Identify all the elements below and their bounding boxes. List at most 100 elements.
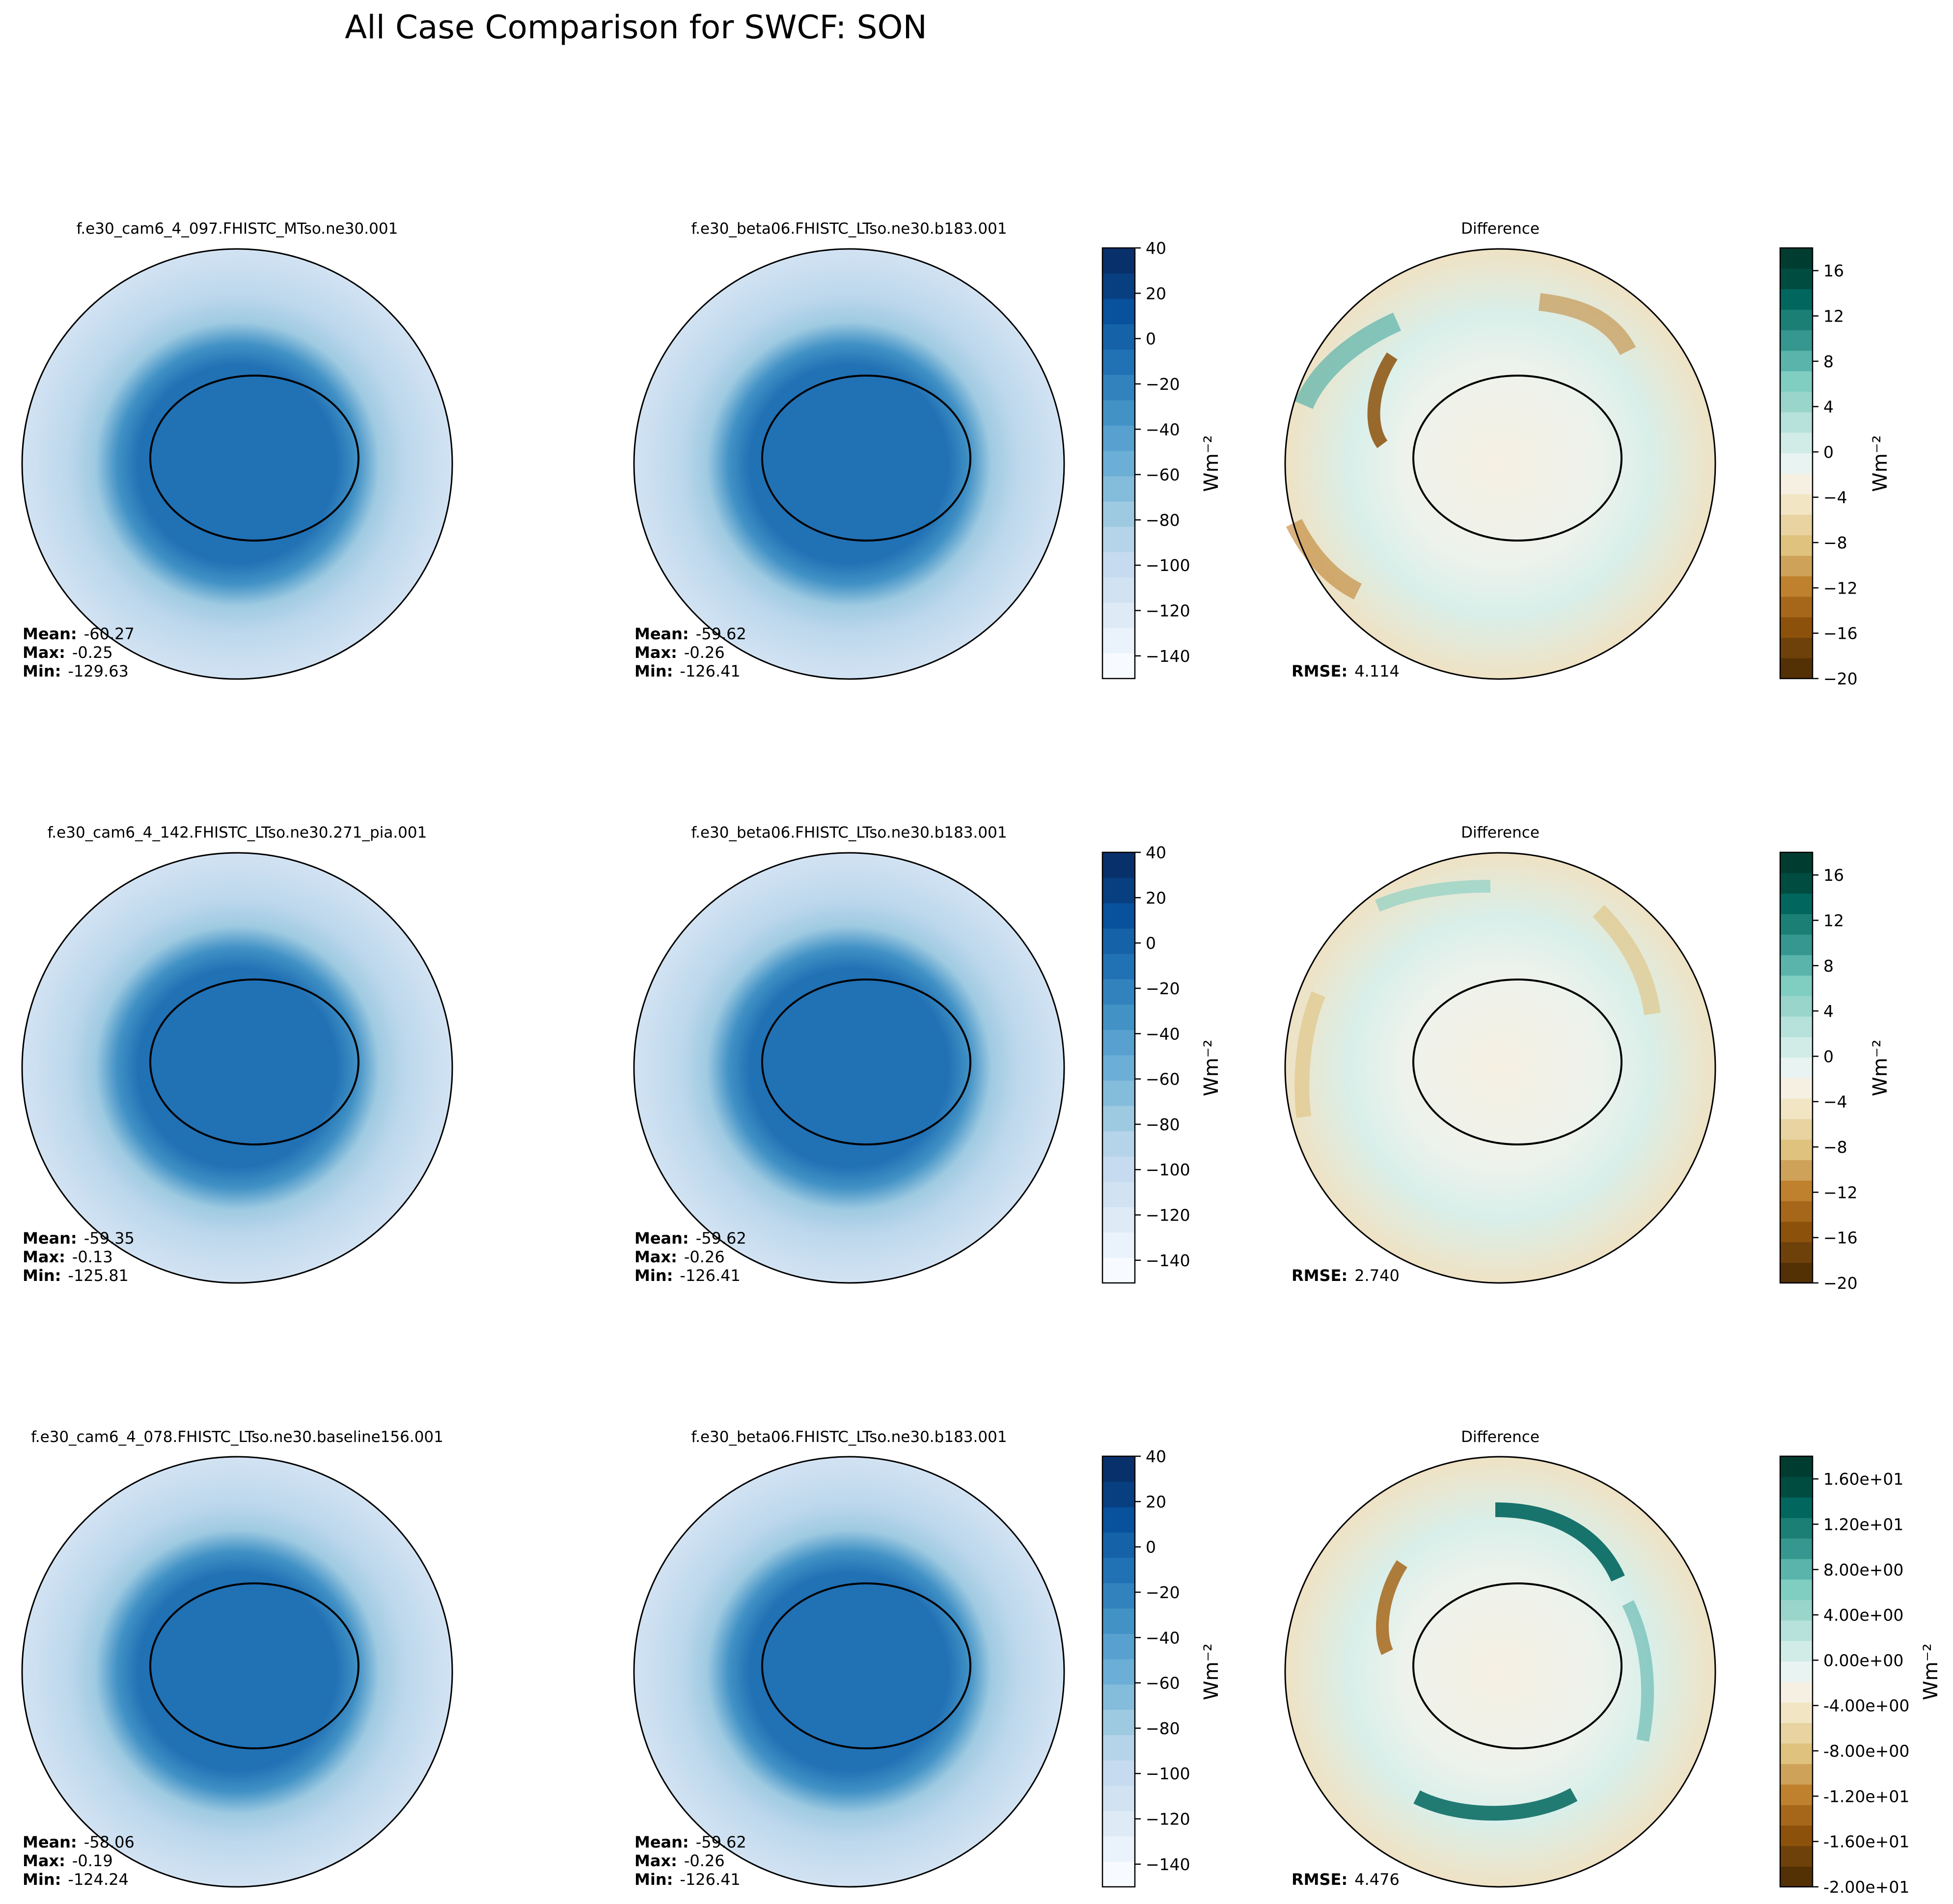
colorbar-band [1780,412,1813,433]
antarctica-outline [149,375,359,542]
antarctica-outline [761,1582,971,1749]
colorbar-frame [1101,851,1136,1284]
colorbar-band [1780,1118,1813,1140]
colorbar-band [1102,1080,1135,1106]
colorbar-band [1780,1722,1813,1744]
colorbar-band [1780,1558,1813,1580]
ref-panel-title: f.e30_beta06.FHISTC_LTso.ne30.b183.001 [691,220,1007,238]
test-stats-max: Max: -0.19 [23,1851,113,1870]
colorbar-band [1102,1030,1135,1056]
colorbar-band [1780,371,1813,392]
colorbar-band [1102,248,1135,274]
diff-colorbar: 1.60e+01 1.20e+01 8.00e+00 4.00e+00 0.00e+00… [1779,1455,1909,1897]
colorbar-tick-label: −100 [1146,556,1190,575]
main-colorbar: 40 20 0 −20 −40 −60 −80 −100 −120 −140 [1101,239,1190,680]
colorbar-band [1102,1232,1135,1258]
colorbar-frame [1779,851,1814,1284]
colorbar-tick-label: −12 [1823,1183,1858,1202]
colorbar-tick-label: −80 [1146,511,1180,530]
colorbar-band [1102,1709,1135,1736]
test-stats-mean: Mean: -60.27 [23,625,135,643]
colorbar-band [1102,877,1135,903]
diff-map [1284,1456,1716,1888]
colorbar-band [1102,1785,1135,1811]
colorbar-band [1780,1262,1813,1283]
colorbar-frame [1779,1455,1814,1888]
colorbar-tick-label: 12 [1823,911,1844,930]
colorbar-band [1780,1476,1813,1498]
colorbar-band [1102,526,1135,552]
colorbar-band [1102,1131,1135,1157]
antarctica-outline [1412,979,1623,1145]
colorbar-band [1780,1640,1813,1662]
colorbar-band [1102,273,1135,299]
test-map [21,248,453,680]
test-panel-title: f.e30_cam6_4_142.FHISTC_LTso.ne30.271_pi… [48,824,427,842]
colorbar-band [1780,1682,1813,1703]
colorbar-tick-label: −80 [1146,1115,1180,1134]
colorbar-band [1780,1098,1813,1119]
colorbar-band [1102,1582,1135,1609]
diff-colorbar: 16 12 8 4 0 −4 −8 −12 −16 −20 [1779,851,1858,1293]
colorbar-band [1102,653,1135,679]
colorbar-band [1102,1760,1135,1786]
colorbar-band [1780,1784,1813,1805]
colorbar-band [1780,1057,1813,1078]
colorbar-band [1102,928,1135,954]
antarctica-outline [761,979,971,1145]
colorbar-band [1780,1016,1813,1037]
colorbar-tick-label: 16 [1823,261,1844,280]
colorbar-tick-label: −100 [1146,1160,1190,1179]
colorbar-tick-label: −60 [1146,1674,1180,1693]
colorbar-band [1780,996,1813,1017]
colorbar-tick-label: 0 [1823,1047,1834,1066]
colorbar-band [1102,577,1135,603]
ref-panel-title: f.e30_beta06.FHISTC_LTso.ne30.b183.001 [691,1428,1007,1446]
colorbar-band [1102,1207,1135,1233]
colorbar-tick-label: −40 [1146,1024,1180,1043]
diff-colorbar-label: Wm⁻² [1920,1643,1942,1700]
ref-map [633,852,1065,1284]
colorbar-band [1102,450,1135,476]
colorbar-band [1780,934,1813,955]
test-stats-mean: Mean: -59.35 [23,1229,135,1248]
colorbar-band [1780,872,1813,894]
colorbar-band [1102,1608,1135,1634]
colorbar-band [1780,1804,1813,1826]
diff-stats-rmse: RMSE: 2.740 [1292,1266,1400,1285]
colorbar-band [1780,268,1813,290]
colorbar-tick-label: −140 [1146,1251,1190,1270]
colorbar-band [1780,391,1813,412]
colorbar-band [1780,1078,1813,1099]
colorbar-band [1780,453,1813,474]
colorbar-band [1780,1221,1813,1243]
colorbar-band [1780,535,1813,556]
test-stats-mean: Mean: -58.06 [23,1833,135,1851]
colorbar-frame [1101,1455,1136,1888]
colorbar-band [1102,1507,1135,1533]
colorbar-band [1102,425,1135,451]
ref-stats-mean: Mean: -59.62 [634,625,746,643]
colorbar-tick-label: −16 [1823,624,1858,643]
colorbar-tick-label: -2.00e+01 [1823,1877,1909,1897]
colorbar-band [1780,1866,1813,1887]
colorbar-tick-label: −40 [1146,420,1180,439]
colorbar-tick-label: −60 [1146,1070,1180,1089]
colorbar-tick-label: 0 [1146,1538,1156,1557]
main-colorbar-label: Wm⁻² [1200,435,1223,492]
colorbar-band [1102,1684,1135,1710]
colorbar-tick-label: −20 [1823,669,1858,688]
colorbar-band [1780,1200,1813,1222]
colorbar-band [1780,1600,1813,1621]
test-stats-min: Min: -129.63 [23,662,129,680]
ref-stats-mean: Mean: -59.62 [634,1833,746,1851]
colorbar-band [1780,1620,1813,1641]
test-stats-min: Min: -125.81 [23,1266,129,1285]
antarctica-outline [149,1582,359,1749]
antarctica-outline [149,979,359,1145]
colorbar-band [1102,1181,1135,1207]
colorbar-band [1780,1846,1813,1867]
colorbar-band [1102,324,1135,350]
colorbar-tick-label: −120 [1146,1206,1190,1225]
colorbar-tick-label: −20 [1146,979,1180,998]
